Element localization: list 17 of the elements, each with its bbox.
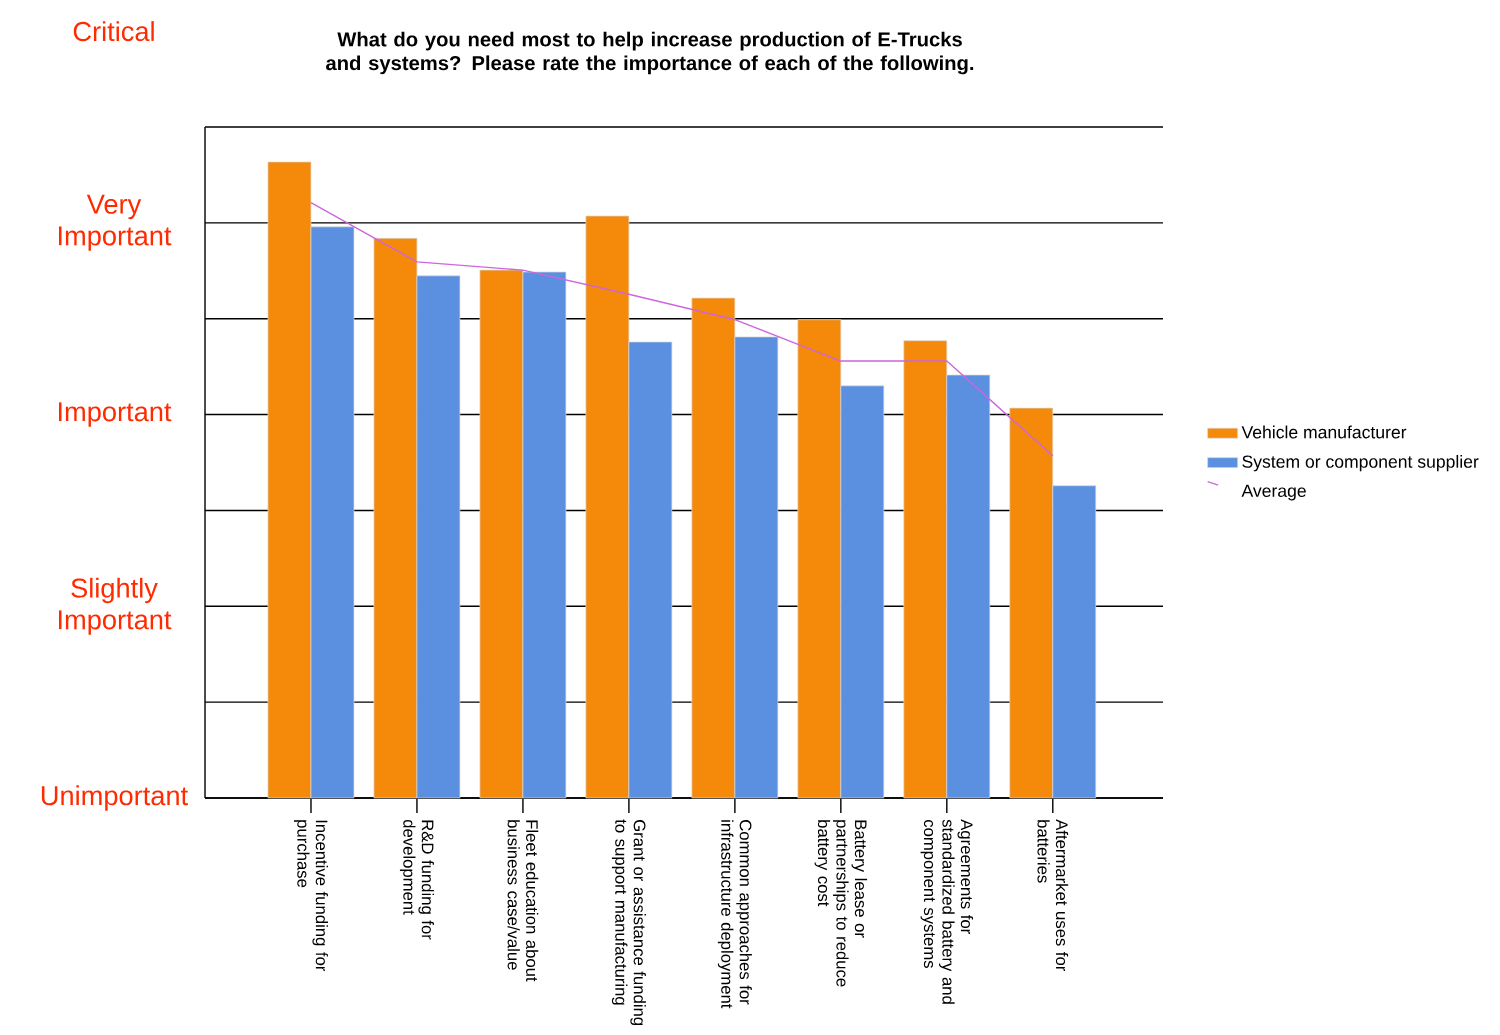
text: Important (58, 402, 172, 427)
text: Slightly Important (58, 577, 172, 635)
x-tick-label: Battery lease or partnerships to reduce battery cost (814, 820, 868, 987)
legend-label: Average (1241, 484, 1306, 501)
x-tick-label: Common approaches for infrastructure deployment (717, 820, 752, 1009)
legend-label: System or component supplier (1242, 454, 1479, 472)
chart-title: What do you need most to help increase production of E-Trucks and systems? Please rate the importance of each of the following. (326, 31, 974, 75)
legend-label: Vehicle manufacturer (1241, 425, 1407, 439)
x-tick-label: Agreements for standardized battery and component systems (920, 819, 974, 1004)
text: Very Important (58, 194, 172, 251)
text: Unimportant (41, 785, 188, 811)
x-tick-label: Fleet education about business case/value (507, 820, 539, 982)
text: Critical (73, 21, 154, 42)
x-tick-label: Grant or assistance funding to support manufacturing (611, 819, 646, 1025)
x-tick-label: Incentive funding for purchase (293, 820, 328, 972)
x-tick-label: Aftermarket uses for batteries (1037, 819, 1069, 972)
x-tick-label: R&D funding for development (399, 819, 434, 940)
